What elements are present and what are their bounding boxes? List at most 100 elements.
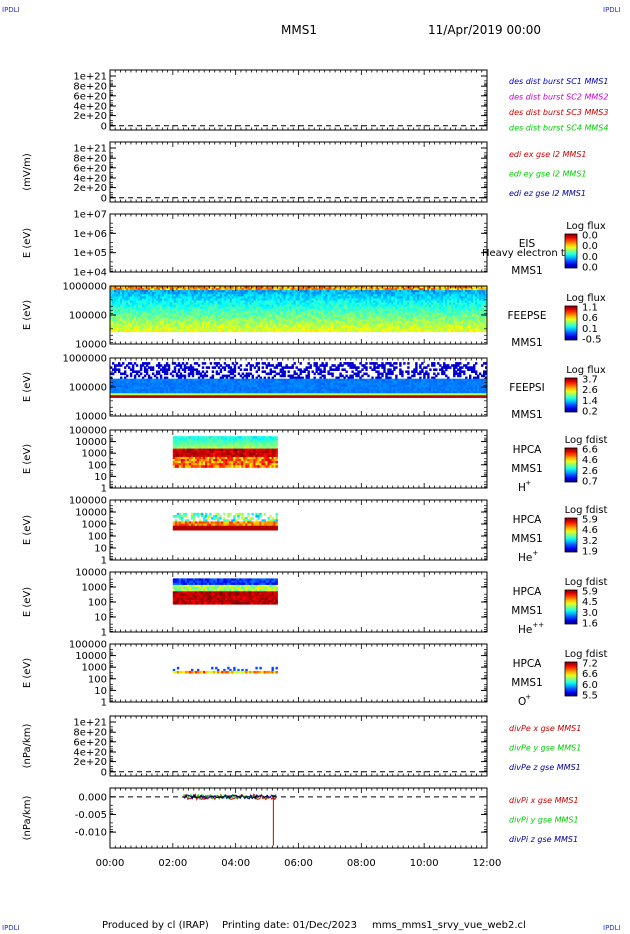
spectrogram-cell <box>159 387 163 390</box>
y-tick-label: 1000000 <box>62 282 107 293</box>
spectrogram-cell <box>110 312 113 316</box>
spectrogram-cell <box>347 317 350 320</box>
spectrogram-cell <box>122 310 125 314</box>
spectrogram-cell <box>110 380 113 384</box>
spectrogram-cell <box>473 319 476 322</box>
spectrogram-cell <box>217 288 221 291</box>
spectrogram-cell <box>371 310 374 314</box>
spectrogram-cell <box>391 304 394 308</box>
spectrogram-cell <box>185 323 189 326</box>
spectrogram-cell <box>167 327 171 330</box>
spectrogram-cell <box>395 321 398 324</box>
spectrogram-cell <box>201 294 205 297</box>
spectrogram-cell <box>207 391 211 394</box>
spectrogram-cell <box>124 327 127 330</box>
spectrogram-cell <box>114 312 117 316</box>
spectrogram-cell <box>219 323 223 326</box>
spectrogram-cell <box>143 308 147 312</box>
spectrogram-cell <box>451 306 454 310</box>
spectrogram-cell <box>175 308 179 312</box>
spectrogram-cell <box>365 323 368 326</box>
spectrogram-cell <box>122 325 125 328</box>
spectrogram-cell <box>453 308 456 312</box>
spectrogram-cell <box>253 306 256 310</box>
spectrogram-cell <box>163 317 167 320</box>
spectrogram-cell <box>187 317 191 320</box>
spectrogram-cell <box>363 302 366 306</box>
spectrogram-cell <box>319 329 322 333</box>
spectrogram-cell <box>275 317 278 320</box>
spectrogram-cell <box>129 306 133 310</box>
spectrogram-cell <box>405 290 408 293</box>
spectrogram-cell <box>137 393 141 396</box>
spectrogram-cell <box>283 315 286 318</box>
spectrogram-cell <box>163 380 167 384</box>
spectrogram-cell <box>231 306 235 310</box>
spectrogram-cell <box>205 312 209 316</box>
spectrogram-cell <box>191 319 195 322</box>
spectrogram-cell <box>124 387 127 390</box>
spectrogram-cell <box>333 306 336 310</box>
y-tick-label: 10000 <box>75 340 107 351</box>
spectrogram-cell <box>147 395 151 398</box>
spectrogram-cell <box>171 391 175 394</box>
spectrogram-cell <box>319 325 322 328</box>
spectrogram-cell <box>112 329 115 333</box>
spectrogram-cell <box>241 329 245 333</box>
spectrogram-cell <box>281 298 284 301</box>
spectrogram-cell <box>291 310 294 314</box>
spectrogram-cell <box>207 302 211 306</box>
spectrogram-cell <box>221 327 225 330</box>
spectrogram-cell <box>255 302 258 306</box>
spectrogram-cell <box>110 292 113 295</box>
spectrogram-cell <box>319 290 322 293</box>
spectrogram-cell <box>217 395 221 398</box>
colorbar-tick-label: 0.1 <box>582 324 598 335</box>
spectrogram-cell <box>145 317 149 320</box>
spectrogram-cell <box>181 296 185 299</box>
spectrogram-cell <box>417 329 420 333</box>
spectrogram-cell <box>437 329 440 333</box>
spectrogram-cell <box>375 298 378 301</box>
spectrogram-cell <box>281 306 284 310</box>
spectrogram-cell <box>477 286 480 289</box>
spectrogram-cell <box>369 310 372 314</box>
spectrogram-cell <box>455 329 458 333</box>
spectrogram-cell <box>124 376 127 380</box>
spectrogram-cell <box>171 319 175 322</box>
spectrogram-cell <box>191 368 195 371</box>
spectrogram-cell <box>323 319 326 322</box>
spectrogram-cell <box>485 294 488 297</box>
spectrogram-cell <box>363 294 366 297</box>
spectrogram-cell <box>385 286 388 289</box>
spectrogram-cell <box>155 329 159 333</box>
spectrogram-cell <box>217 302 221 306</box>
spectrogram-cell <box>415 296 418 299</box>
spectrogram-cell <box>181 384 185 388</box>
spectrogram-cell <box>173 290 177 293</box>
spectrogram-cell <box>229 321 233 324</box>
spectrogram-cell <box>203 298 207 301</box>
spectrogram-cell <box>297 290 300 293</box>
spectrogram-cell <box>183 300 187 304</box>
spectrogram-cell <box>175 288 179 291</box>
spectrogram-cell <box>153 325 157 328</box>
spectrogram-cell <box>473 310 476 314</box>
spectrogram-cell <box>181 368 185 371</box>
spectrogram-cell <box>449 300 452 304</box>
spectrogram-cell <box>291 325 294 328</box>
spectrogram-cell <box>289 298 292 301</box>
spectrogram-cell <box>453 294 456 297</box>
spectrogram-cell <box>235 321 239 324</box>
spectrogram-cell <box>205 393 209 396</box>
spectrogram-cell <box>437 296 440 299</box>
spectrogram-cell <box>357 312 360 316</box>
spectrogram-cell <box>285 308 288 312</box>
spectrogram-cell <box>293 329 296 333</box>
spectrogram-cell <box>329 323 332 326</box>
spectrogram-cell <box>131 321 135 324</box>
spectrogram-cell <box>417 323 420 326</box>
spectrogram-cell <box>399 286 402 289</box>
spectrogram-cell <box>425 315 428 318</box>
spectrogram-cell <box>197 389 201 392</box>
